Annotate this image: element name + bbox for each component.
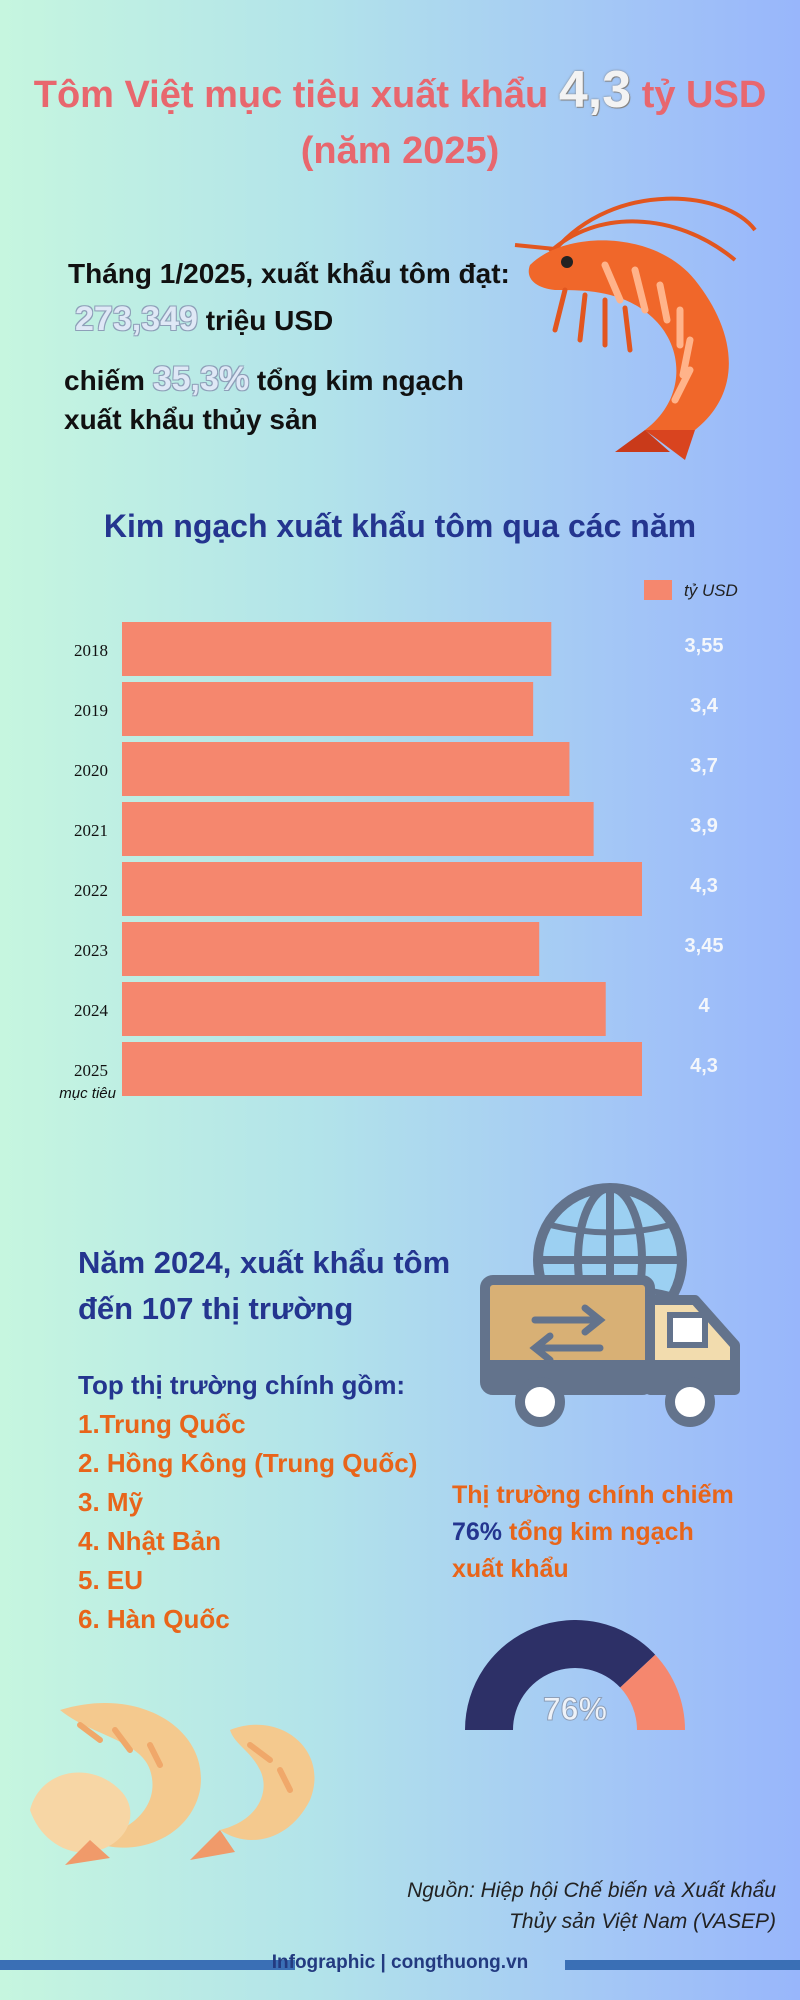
bar-2024 (122, 982, 606, 1036)
value-label: 4,3 (690, 1055, 718, 1077)
category-sublabel: mục tiêu (59, 1085, 116, 1102)
bar-2023 (122, 922, 540, 976)
list-item: 4. Nhật Bản (78, 1526, 222, 1556)
bar-2018 (122, 622, 552, 676)
legend-label: tỷ USD (684, 581, 738, 600)
share-pct: 76% (452, 1518, 503, 1546)
legend-swatch (644, 580, 672, 600)
intro-share-row: chiếm 35,3% tổng kim ngạch (64, 360, 464, 398)
value-label: 3,9 (690, 815, 718, 837)
shrimp-icon (514, 196, 757, 460)
footer-line-right (565, 1960, 800, 1970)
intro-value-row: 273,349 triệu USD (75, 300, 333, 339)
source-note: Nguồn: Hiệp hội Chế biến và Xuất khẩu Th… (407, 1879, 776, 1933)
markets-heading: Năm 2024, xuất khẩu tôm đến 107 thị trườ… (78, 1245, 451, 1326)
category-label: 2024 (74, 1001, 109, 1020)
category-label: 2020 (74, 761, 108, 780)
cooked-shrimp-icon (30, 1702, 315, 1865)
value-label: 3,45 (685, 935, 724, 957)
delivery-truck-icon (480, 1183, 740, 1427)
category-label: 2022 (74, 881, 108, 900)
bar-2022 (122, 862, 642, 916)
intro-line-4: xuất khẩu thủy sản (64, 404, 318, 435)
intro-value-unit: triệu USD (205, 305, 334, 336)
bar-2020 (122, 742, 570, 796)
footer-line-left (0, 1960, 295, 1970)
intro-value: 273,349 (75, 300, 198, 338)
page-title: Tôm Việt mục tiêu xuất khẩu 4,3 tỷ USD (… (0, 62, 800, 179)
title-highlight-number: 4,3 (558, 61, 632, 119)
markets-subheading: Top thị trường chính gồm: (78, 1370, 406, 1400)
gauge-chart: 76% (465, 1620, 685, 1730)
gauge-rest-segment (620, 1654, 685, 1730)
gauge-label: 76% (543, 1691, 607, 1727)
category-label: 2023 (74, 941, 108, 960)
list-item: 5. EU (78, 1565, 144, 1595)
category-label: 2019 (74, 701, 108, 720)
value-label: 3,4 (690, 695, 719, 717)
bar-2025 (122, 1042, 642, 1096)
list-item: 3. Mỹ (78, 1487, 144, 1517)
chart-title: Kim ngạch xuất khẩu tôm qua các năm (103, 508, 697, 544)
category-label: 2021 (74, 821, 108, 840)
list-item: 1.Trung Quốc (78, 1409, 246, 1439)
bar-2021 (122, 802, 594, 856)
value-label: 3,7 (690, 755, 718, 777)
category-label: 2025 (74, 1061, 108, 1080)
list-item: 6. Hàn Quốc (78, 1604, 230, 1634)
intro-line-1: Tháng 1/2025, xuất khẩu tôm đạt: (68, 258, 510, 289)
intro-share-value: 35,3% (152, 360, 250, 398)
title-line-2: (năm 2025) (300, 130, 500, 172)
title-line-1: Tôm Việt mục tiêu xuất khẩu 4,3 tỷ USD (33, 61, 767, 119)
markets-list: 1.Trung Quốc 2. Hồng Kông (Trung Quốc) 3… (78, 1405, 417, 1639)
footer: Infographic | congthuong.vn (0, 1952, 800, 1973)
list-item: 2. Hồng Kông (Trung Quốc) (78, 1448, 418, 1478)
bar-chart: tỷ USD 2018 3,55 2019 3,4 2020 3,7 2021 3,9 2022… (59, 580, 738, 1102)
gauge-main-segment (465, 1620, 656, 1730)
value-label: 4,3 (690, 875, 718, 897)
share-text: Thị trường chính chiếm 76% tổng kim ngạc… (452, 1481, 734, 1583)
value-label: 4 (698, 995, 710, 1017)
bar-2019 (122, 682, 534, 736)
category-label: 2018 (74, 641, 108, 660)
footer-text: Infographic | congthuong.vn (271, 1952, 529, 1973)
value-label: 3,55 (685, 635, 724, 657)
